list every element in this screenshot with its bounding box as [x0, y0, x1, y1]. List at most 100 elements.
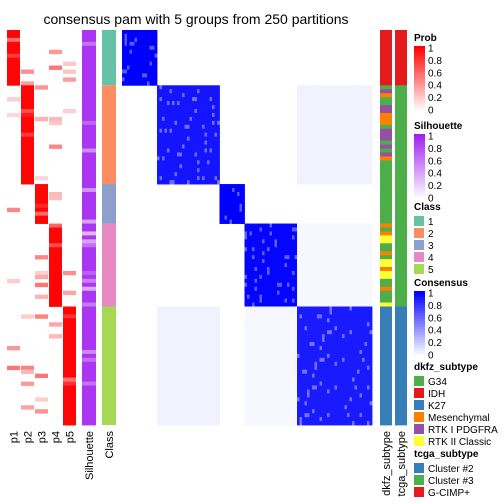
consensus-cell [184, 377, 188, 382]
consensus-cell [369, 180, 373, 185]
consensus-cell [317, 381, 320, 386]
consensus-cell [222, 215, 225, 220]
consensus-cell [274, 306, 278, 311]
consensus-cell [149, 61, 153, 66]
consensus-cell [264, 349, 268, 355]
consensus-cell [257, 243, 260, 248]
consensus-cell [304, 401, 308, 406]
consensus-cell [369, 381, 373, 386]
consensus-cell [279, 223, 283, 228]
consensus-cell [184, 385, 188, 390]
consensus-cell [342, 342, 345, 347]
consensus-cell [347, 259, 350, 264]
consensus-cell [199, 405, 203, 410]
consensus-cell [294, 326, 298, 331]
consensus-cell [302, 132, 305, 138]
consensus-cell [209, 109, 213, 114]
consensus-cell [327, 397, 330, 402]
consensus-cell [267, 286, 270, 292]
consensus-cell [309, 85, 313, 90]
consensus-cell [279, 373, 283, 378]
consensus-cell [299, 223, 303, 228]
consensus-cell [252, 255, 255, 260]
consensus-cell [319, 116, 323, 122]
consensus-cell [354, 93, 358, 98]
consensus-cell [327, 405, 330, 410]
consensus-cell [264, 361, 268, 367]
consensus-cell [317, 401, 320, 406]
consensus-cell [282, 282, 285, 288]
consensus-cell [159, 97, 163, 102]
consensus-cell [362, 243, 365, 248]
consensus-cell [309, 239, 313, 244]
consensus-cell [334, 223, 338, 228]
consensus-cell [312, 353, 315, 359]
consensus-cell [274, 270, 278, 276]
consensus-cell [249, 259, 253, 264]
consensus-cell [319, 389, 323, 394]
consensus-cell [222, 188, 225, 193]
consensus-cell [357, 160, 360, 165]
consensus-cell [302, 270, 305, 276]
consensus-cell [312, 112, 315, 118]
consensus-cell [202, 136, 205, 141]
consensus-cell [299, 251, 303, 256]
consensus-cell [159, 109, 163, 114]
consensus-cell [169, 148, 173, 153]
consensus-cell [244, 385, 248, 390]
consensus-cell [189, 156, 193, 161]
consensus-cell [294, 314, 298, 319]
consensus-cell [312, 160, 315, 165]
consensus-cell [172, 156, 175, 161]
consensus-cell [137, 81, 140, 86]
consensus-cell [359, 334, 363, 339]
consensus-cell [202, 101, 205, 106]
consensus-cell [364, 278, 368, 284]
consensus-cell [317, 223, 320, 228]
consensus-cell [207, 140, 210, 145]
consensus-cell [162, 353, 165, 359]
consensus-cell [244, 349, 248, 355]
consensus-cell [279, 235, 283, 240]
consensus-cell [342, 369, 345, 375]
consensus-cell [212, 326, 215, 331]
consensus-cell [369, 128, 373, 134]
consensus-cell [262, 373, 265, 378]
consensus-cell [334, 105, 338, 110]
consensus-cell [187, 353, 190, 359]
consensus-cell [177, 140, 180, 145]
prob-cell [63, 377, 76, 382]
class-band [102, 30, 116, 86]
consensus-cell [304, 334, 308, 339]
consensus-cell [254, 274, 258, 280]
consensus-cell [314, 278, 318, 284]
consensus-cell [349, 144, 353, 149]
consensus-cell [342, 318, 345, 323]
consensus-cell [264, 231, 268, 236]
consensus-cell [162, 136, 165, 141]
consensus-cell [362, 259, 365, 264]
consensus-cell [344, 128, 348, 134]
consensus-cell [244, 263, 248, 268]
consensus-cell [324, 231, 328, 236]
consensus-cell [314, 342, 318, 347]
prob-cell [7, 346, 20, 351]
prob-cell [21, 365, 34, 371]
consensus-cell [192, 346, 195, 351]
consensus-cell [277, 310, 280, 315]
consensus-cell [312, 128, 315, 134]
consensus-cell [157, 136, 160, 141]
consensus-cell [187, 140, 190, 145]
consensus-cell [204, 176, 208, 181]
consensus-cell [317, 278, 320, 284]
consensus-cell [139, 69, 143, 74]
consensus-cell [327, 148, 330, 153]
prob-cell [49, 282, 62, 288]
consensus-cell [344, 369, 348, 375]
consensus-cell [319, 93, 323, 98]
consensus-cell [292, 334, 295, 339]
consensus-cell [317, 164, 320, 169]
consensus-cell [362, 251, 365, 256]
consensus-cell [299, 227, 303, 232]
consensus-cell [179, 314, 183, 319]
